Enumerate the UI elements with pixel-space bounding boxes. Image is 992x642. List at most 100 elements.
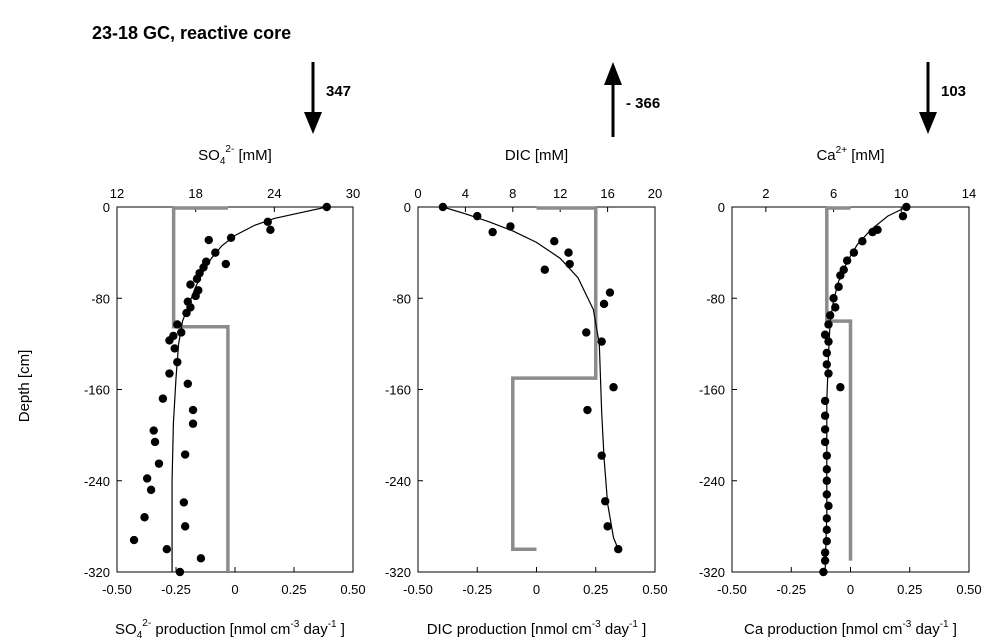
bottom-tick-label: -0.25 <box>462 582 492 597</box>
data-point <box>829 294 838 303</box>
data-point <box>150 437 160 447</box>
label-unit: [mM] <box>847 147 885 164</box>
data-point <box>180 450 190 459</box>
data-point <box>488 227 497 237</box>
label-mid: day <box>299 621 328 638</box>
top-tick-label: 24 <box>267 186 281 201</box>
label-sub: 4 <box>220 156 226 167</box>
depth-tick-label: -80 <box>706 291 725 306</box>
production-axis-label: DIC production [nmol cm-3 day-1 ] <box>427 619 647 638</box>
label-sup: 2+ <box>836 145 848 156</box>
depth-tick-label: -240 <box>385 474 411 489</box>
data-point <box>583 405 592 415</box>
data-point <box>824 369 833 378</box>
data-point <box>836 271 845 280</box>
label-base: SO <box>198 147 220 164</box>
data-point <box>146 485 156 495</box>
data-point <box>188 405 198 415</box>
data-point <box>154 459 164 468</box>
top-tick-label: 8 <box>509 186 516 201</box>
bottom-tick-label: 0.25 <box>897 582 922 597</box>
production-rate-profile <box>825 207 853 561</box>
data-point <box>834 282 843 292</box>
data-point <box>565 259 574 269</box>
data-point <box>820 548 830 557</box>
depth-tick-label: -320 <box>84 565 110 580</box>
data-point <box>540 265 549 274</box>
data-point <box>609 383 618 392</box>
concentration-axis-label: SO42- [mM] <box>198 144 272 167</box>
panel-calcium: 2 6 10 14-0.50 -0.25 0 0.25 0.500-80-160-240-32… <box>699 62 982 638</box>
data-point <box>820 425 830 434</box>
label-base: DIC <box>505 147 531 164</box>
top-tick-label: 18 <box>188 186 202 201</box>
bottom-tick-label: -0.50 <box>717 582 747 597</box>
data-point <box>158 394 168 403</box>
top-tick-label: 2 <box>762 186 769 201</box>
data-point <box>849 248 859 257</box>
panel-dic: 0 4 8 12 16 20 -0.50 -0.25 0 0.25 0.50 0 -80 -160 -240… <box>385 62 668 638</box>
data-point <box>506 222 515 231</box>
bottom-tick-label: 0.50 <box>956 582 981 597</box>
data-point <box>824 337 833 346</box>
data-point <box>822 525 831 534</box>
depth-tick-label: -80 <box>91 291 110 306</box>
data-point <box>142 474 152 483</box>
data-point <box>824 501 833 511</box>
data-point <box>858 237 867 246</box>
production-rate-profile <box>171 207 230 572</box>
data-point <box>149 426 158 435</box>
data-point <box>820 556 830 565</box>
bottom-tick-label: 0.25 <box>281 582 306 597</box>
bottom-tick-label: -0.25 <box>776 582 806 597</box>
data-point <box>822 348 831 358</box>
data-point <box>175 567 185 577</box>
top-tick-label: 12 <box>553 186 567 201</box>
data-point <box>266 225 275 235</box>
data-point <box>550 237 559 246</box>
flux-value: 347 <box>326 83 351 100</box>
top-tick-label: 0 <box>414 186 421 201</box>
plot-frame <box>417 206 656 573</box>
depth-tick-label: -320 <box>699 565 725 580</box>
flux-value: 103 <box>941 83 966 100</box>
data-point <box>173 357 182 367</box>
depth-tick-label: -240 <box>84 474 110 489</box>
label-mid: day <box>911 621 940 638</box>
bottom-tick-label: 0.25 <box>583 582 608 597</box>
top-tick-label: 4 <box>462 186 469 201</box>
data-point <box>599 299 609 309</box>
flux-value: - 366 <box>626 95 660 112</box>
label-sup: -3 <box>902 619 911 630</box>
data-point <box>825 311 835 320</box>
data-point <box>822 451 831 460</box>
production-axis-label: SO42- production [nmol cm-3 day-1 ] <box>115 618 345 641</box>
data-point <box>601 497 610 506</box>
label-sup: -1 <box>328 619 337 630</box>
data-point <box>820 330 830 339</box>
data-point <box>902 202 911 212</box>
depth-tick-label: 0 <box>404 200 411 215</box>
concentration-axis-label: DIC [mM] <box>505 147 568 164</box>
data-point <box>473 211 482 221</box>
label-end: ] <box>949 621 957 638</box>
depth-tick-label: 0 <box>103 200 110 215</box>
y-axis-label: Depth [cm] <box>16 350 33 423</box>
data-point <box>820 437 830 447</box>
bottom-tick-label: -0.25 <box>161 582 191 597</box>
depth-tick-label: 0 <box>718 200 725 215</box>
data-point <box>614 544 623 554</box>
flux-arrow-group: 103 <box>919 62 966 134</box>
data-point <box>822 360 831 369</box>
label-mid: day <box>601 621 630 638</box>
data-point <box>191 291 200 301</box>
label-sup: -3 <box>290 619 299 630</box>
production-axis-label: Ca production [nmol cm-3 day-1 ] <box>744 619 957 638</box>
data-point <box>221 259 231 269</box>
bottom-tick-label: 0 <box>533 582 540 597</box>
depth-tick-label: -160 <box>84 383 110 398</box>
data-point <box>170 344 179 353</box>
panel-sulfate: 12 18 24 30 -0.50 -0.25 0 0.25 0.50 0 -80 -160 -240 -… <box>84 62 366 641</box>
data-point <box>204 235 213 245</box>
